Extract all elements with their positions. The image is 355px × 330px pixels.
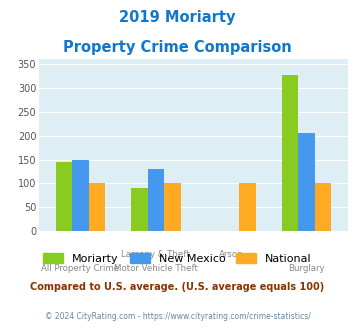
Text: 2019 Moriarty: 2019 Moriarty: [119, 10, 236, 25]
Text: Burglary: Burglary: [288, 264, 325, 273]
Bar: [315, 183, 331, 231]
Bar: [164, 183, 181, 231]
Legend: Moriarty, New Mexico, National: Moriarty, New Mexico, National: [39, 248, 316, 268]
Text: Motor Vehicle Theft: Motor Vehicle Theft: [114, 264, 198, 273]
Text: All Property Crime: All Property Crime: [42, 264, 120, 273]
Text: Larceny & Theft: Larceny & Theft: [121, 250, 190, 259]
Bar: [148, 169, 164, 231]
Bar: [56, 162, 72, 231]
Bar: [89, 183, 105, 231]
Text: Arson: Arson: [219, 250, 244, 259]
Bar: [298, 133, 315, 231]
Text: Property Crime Comparison: Property Crime Comparison: [63, 40, 292, 54]
Bar: [131, 188, 148, 231]
Bar: [282, 75, 298, 231]
Bar: [239, 183, 256, 231]
Text: Compared to U.S. average. (U.S. average equals 100): Compared to U.S. average. (U.S. average …: [31, 282, 324, 292]
Text: © 2024 CityRating.com - https://www.cityrating.com/crime-statistics/: © 2024 CityRating.com - https://www.city…: [45, 312, 310, 321]
Bar: [72, 159, 89, 231]
